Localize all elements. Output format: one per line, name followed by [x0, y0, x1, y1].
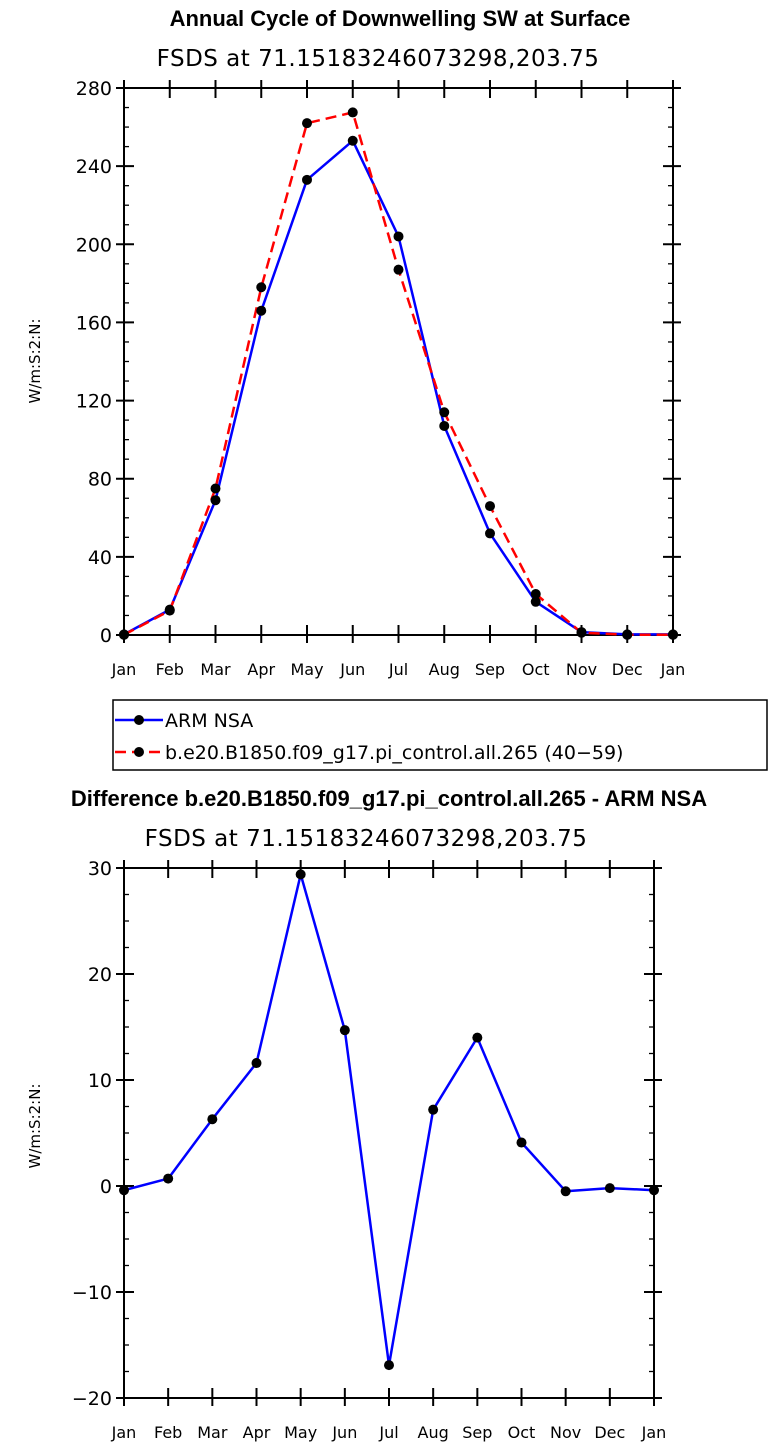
top-chart-series-1-point	[302, 118, 312, 129]
legend: ARM NSA b.e20.B1850.f09_g17.pi_control.a…	[112, 699, 768, 771]
bottom-chart-x-tick-label: Jan	[641, 1423, 667, 1442]
bottom-chart-series-0-point	[604, 1183, 615, 1194]
top-chart-series-1-point	[256, 282, 267, 293]
top-chart-x-tick-label: Jul	[388, 660, 408, 679]
top-chart-x-ticks: Jan Feb Mar Apr May Jun Jul Aug Sep Oct Nov Dec Jan	[111, 80, 686, 679]
bottom-chart-series-0-point	[516, 1137, 527, 1148]
top-chart-y-ticks: 0 40 80 120 160 200 240 280	[76, 78, 681, 647]
bottom-chart-y-tick-label: 30	[88, 858, 112, 880]
bottom-chart-x-ticks: Jan Feb Mar Apr May Jun Jul Aug Sep Oct Nov Dec Jan	[111, 860, 667, 1442]
bottom-chart: Difference b.e20.B1850.f09_g17.pi_contro…	[26, 786, 707, 1442]
top-chart-y-tick-label: 160	[76, 312, 112, 334]
top-chart-series-1-point	[164, 605, 175, 616]
top-chart-series-0-point	[210, 495, 221, 506]
top-chart-y-tick-label: 0	[100, 625, 112, 647]
top-chart-series-0-point	[393, 231, 404, 242]
top-chart-y-axis-label: W/m:S:2:N:	[26, 319, 44, 404]
bottom-chart-series	[119, 869, 659, 1371]
top-chart-x-tick-label: Nov	[566, 660, 597, 679]
top-chart-x-tick-label: Apr	[247, 660, 275, 679]
bottom-chart-series-0-point	[560, 1186, 571, 1197]
bottom-chart-x-tick-label: Jul	[378, 1423, 398, 1442]
top-chart-x-tick-label: Aug	[429, 660, 460, 679]
bottom-chart-series-0-point	[295, 869, 306, 880]
top-chart-series-1-point	[439, 407, 450, 418]
top-chart-x-tick-label: Feb	[156, 660, 184, 679]
top-chart-series-0-point	[256, 305, 267, 316]
bottom-chart-series-0-point	[339, 1025, 350, 1036]
bottom-chart-series-0-point	[649, 1185, 659, 1196]
top-chart: Annual Cycle of Downwelling SW at Surfac…	[26, 6, 685, 679]
top-chart-x-tick-label: Dec	[612, 660, 643, 679]
bottom-chart-y-tick-label: −10	[72, 1282, 112, 1304]
bottom-chart-series-line-0	[123, 873, 655, 1367]
top-chart-x-tick-label: Jan	[111, 660, 137, 679]
top-chart-series-1-point	[393, 264, 404, 275]
bottom-chart-y-tick-label: 20	[88, 964, 112, 986]
legend-marker-model	[134, 747, 144, 757]
top-chart-series-1-point	[668, 629, 678, 640]
top-chart-series-1-point	[622, 629, 633, 640]
top-chart-y-tick-label: 80	[88, 469, 112, 491]
top-chart-x-tick-label: Jun	[339, 660, 365, 679]
bottom-chart-series-0-point	[428, 1104, 439, 1115]
bottom-chart-x-tick-label: Aug	[418, 1423, 449, 1442]
top-chart-x-tick-label: Sep	[475, 660, 505, 679]
top-chart-x-tick-label: Oct	[522, 660, 550, 679]
bottom-chart-x-tick-label: Nov	[550, 1423, 581, 1442]
bottom-chart-series-0-point	[472, 1032, 483, 1043]
top-chart-series-0-point	[530, 596, 541, 607]
top-chart-series-1-point	[530, 588, 541, 599]
bottom-chart-x-tick-label: May	[284, 1423, 317, 1442]
top-chart-x-tick-label: Mar	[200, 660, 231, 679]
top-chart-y-tick-label: 120	[76, 391, 112, 413]
top-chart-series-1-point	[210, 483, 221, 494]
top-chart-series-1-point	[347, 107, 358, 118]
legend-label-arm-nsa: ARM NSA	[165, 710, 253, 732]
top-chart-title: Annual Cycle of Downwelling SW at Surfac…	[170, 6, 631, 31]
bottom-chart-y-ticks: −20 −10 0 10 20 30	[72, 858, 662, 1410]
bottom-chart-series-0-point	[163, 1173, 174, 1184]
bottom-chart-series-0-point	[384, 1360, 394, 1371]
legend-marker-arm-nsa	[134, 715, 144, 725]
top-chart-series-line-1	[123, 111, 673, 637]
bottom-chart-x-tick-label: Jan	[111, 1423, 137, 1442]
bottom-chart-x-tick-label: Dec	[594, 1423, 625, 1442]
top-chart-series-0-point	[485, 528, 495, 539]
bottom-chart-x-tick-label: Feb	[154, 1423, 182, 1442]
top-chart-series-line-0	[123, 139, 673, 636]
bottom-chart-y-tick-label: 0	[100, 1176, 112, 1198]
top-chart-series-0-point	[302, 174, 312, 185]
bottom-chart-series-0-point	[207, 1114, 218, 1125]
legend-box	[112, 699, 768, 771]
bottom-chart-y-tick-label: 10	[88, 1070, 112, 1092]
top-chart-series-0-point	[439, 420, 450, 431]
top-chart-x-tick-label: Jan	[660, 660, 686, 679]
top-chart-plot-frame	[123, 87, 674, 636]
bottom-chart-x-tick-label: Oct	[508, 1423, 536, 1442]
top-chart-x-tick-label: May	[290, 660, 323, 679]
bottom-chart-series-0-point	[119, 1185, 129, 1196]
bottom-chart-x-tick-label: Mar	[197, 1423, 228, 1442]
top-chart-y-tick-label: 40	[88, 547, 112, 569]
top-chart-series-1-point	[485, 501, 495, 512]
bottom-chart-y-axis-label: W/m:S:2:N:	[26, 1084, 44, 1169]
top-chart-series-0-point	[347, 135, 358, 146]
legend-label-model: b.e20.B1850.f09_g17.pi_control.all.265 (…	[165, 742, 623, 764]
bottom-chart-series-0-point	[251, 1058, 262, 1069]
top-chart-series-1-point	[119, 629, 129, 640]
top-chart-series-1-point	[576, 627, 587, 638]
top-chart-y-tick-label: 200	[76, 234, 112, 256]
bottom-chart-title: Difference b.e20.B1850.f09_g17.pi_contro…	[71, 786, 707, 811]
top-chart-y-tick-label: 280	[76, 78, 112, 100]
bottom-chart-x-tick-label: Jun	[331, 1423, 357, 1442]
bottom-chart-x-tick-label: Apr	[243, 1423, 271, 1442]
top-chart-subtitle: FSDS at 71.15183246073298,203.75	[157, 46, 600, 72]
bottom-chart-y-tick-label: −20	[72, 1388, 112, 1410]
bottom-chart-subtitle: FSDS at 71.15183246073298,203.75	[145, 826, 588, 852]
top-chart-series	[119, 107, 678, 640]
bottom-chart-x-tick-label: Sep	[462, 1423, 492, 1442]
top-chart-y-tick-label: 240	[76, 156, 112, 178]
